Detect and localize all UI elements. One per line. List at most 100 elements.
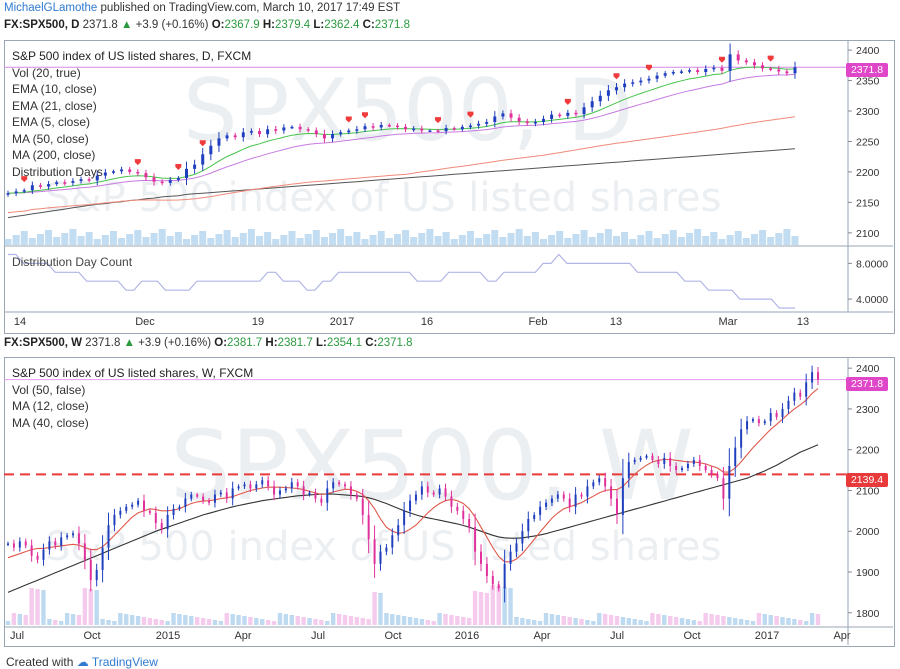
footer: Created with ☁ TradingView [6, 655, 158, 669]
volume-bar [548, 235, 556, 245]
weekly-candle [414, 494, 417, 501]
weekly-candle [438, 488, 441, 495]
legend-ma12[interactable]: MA (12, close) [12, 399, 89, 413]
legend-ma200[interactable]: MA (200, close) [12, 148, 96, 162]
weekly-last: 2371.8 [85, 337, 121, 349]
weekly-candle [24, 541, 27, 546]
daily-candle [160, 181, 164, 184]
volume-bar [709, 614, 714, 625]
weekly-candle [208, 500, 211, 503]
volume-bar [803, 621, 809, 625]
daily-open: 2367.9 [224, 19, 260, 31]
daily-candle [339, 132, 343, 135]
volume-bar [369, 235, 377, 245]
x-tick: Oct [683, 630, 701, 642]
weekly-candle [568, 498, 571, 507]
weekly-candle [160, 523, 163, 530]
ddc-y-ticklabel: 4.0000 [856, 294, 888, 306]
weekly-candle [344, 484, 347, 487]
volume-bar [434, 236, 442, 245]
volume-bar [218, 621, 224, 625]
daily-candle [63, 182, 67, 184]
daily-candle [14, 191, 18, 194]
weekly-candle [184, 498, 187, 507]
legend-ma40[interactable]: MA (40, close) [12, 415, 89, 430]
volume-bar [206, 619, 212, 625]
volume-bar [629, 239, 637, 245]
legend-ema21[interactable]: EMA (21, close) [12, 98, 97, 113]
weekly-candle [686, 463, 689, 469]
daily-y-ticklabel: 2250 [856, 136, 880, 148]
daily-chart-panel[interactable]: SPX500, D S&P 500 index of US listed sha… [4, 40, 895, 334]
volume-bar [786, 618, 791, 625]
daily-candle [201, 154, 205, 165]
volume-bar [41, 590, 46, 625]
volume-bar [247, 229, 255, 245]
legend-ema10[interactable]: EMA (10, close) [12, 82, 97, 96]
tradingview-link[interactable]: TradingView [91, 655, 158, 669]
legend-ma50[interactable]: MA (50, close) [12, 131, 89, 146]
volume-bar [390, 614, 395, 625]
weekly-y-ticklabel: 1900 [856, 567, 880, 579]
volume-bar [307, 618, 312, 625]
x-tick: 2017 [754, 630, 780, 642]
weekly-candle [326, 488, 329, 503]
weekly-candle [243, 484, 246, 487]
weekly-candle [651, 455, 654, 460]
volume-bar [461, 617, 466, 625]
volume-bar [183, 615, 188, 625]
weekly-candle [598, 478, 601, 483]
volume-bar [455, 616, 460, 625]
daily-candle [168, 179, 172, 183]
x-tick: 13 [796, 316, 810, 328]
publish-info: published on TradingView.com, March 10, … [100, 2, 401, 14]
volume-bar [93, 239, 101, 245]
daily-candle [623, 83, 627, 88]
daily-candle [509, 113, 513, 118]
daily-candle [420, 128, 424, 131]
publish-line: MichaelGLamothe published on TradingView… [4, 2, 400, 14]
volume-bar [320, 237, 328, 245]
weekly-candle [769, 413, 772, 422]
daily-symbol: FX:SPX500, D [4, 19, 80, 31]
weekly-quote-line: FX:SPX500, W 2371.8 ▲ +3.9 (+0.16%) O:23… [4, 337, 413, 349]
volume-bar [809, 613, 815, 625]
volume-bar [288, 231, 296, 245]
volume-bar [727, 617, 732, 625]
volume-bar [620, 617, 626, 625]
weekly-candle [610, 486, 613, 499]
legend-vol-w[interactable]: Vol (50, false) [12, 382, 86, 397]
volume-bar [47, 619, 52, 625]
volume-bar [691, 620, 697, 625]
legend-ema5[interactable]: EMA (5, close) [12, 115, 91, 129]
volume-bar [271, 621, 277, 625]
weekly-candle [231, 488, 234, 499]
volume-bar [29, 588, 34, 625]
author-link[interactable]: MichaelGLamothe [4, 2, 98, 14]
daily-y-ticklabel: 2100 [856, 228, 880, 240]
x-tick: Apr [533, 630, 551, 642]
weekly-y-ticklabel: 2100 [856, 485, 880, 497]
volume-bar [466, 231, 474, 245]
weekly-candle [539, 506, 542, 515]
daily-close: 2371.8 [374, 19, 410, 31]
weekly-candle [237, 486, 240, 489]
volume-bar [514, 617, 519, 625]
legend-distribution-days[interactable]: Distribution Days [12, 164, 103, 179]
daily-candle [736, 54, 740, 61]
volume-bar [450, 239, 458, 245]
weekly-candle [361, 498, 364, 515]
volume-bar [223, 230, 231, 245]
volume-bar [526, 619, 531, 625]
volume-bar [621, 232, 629, 245]
ddc-title: Distribution Day Count [12, 255, 133, 269]
volume-bar [182, 239, 190, 245]
legend-vol[interactable]: Vol (20, true) [12, 65, 81, 80]
volume-bar [85, 232, 93, 245]
weekly-candle [479, 551, 482, 564]
volume-bar [5, 621, 11, 625]
weekly-candle [83, 543, 86, 560]
weekly-y-ticklabel: 2400 [856, 363, 880, 375]
volume-bar [426, 229, 434, 245]
weekly-candle [775, 413, 778, 418]
